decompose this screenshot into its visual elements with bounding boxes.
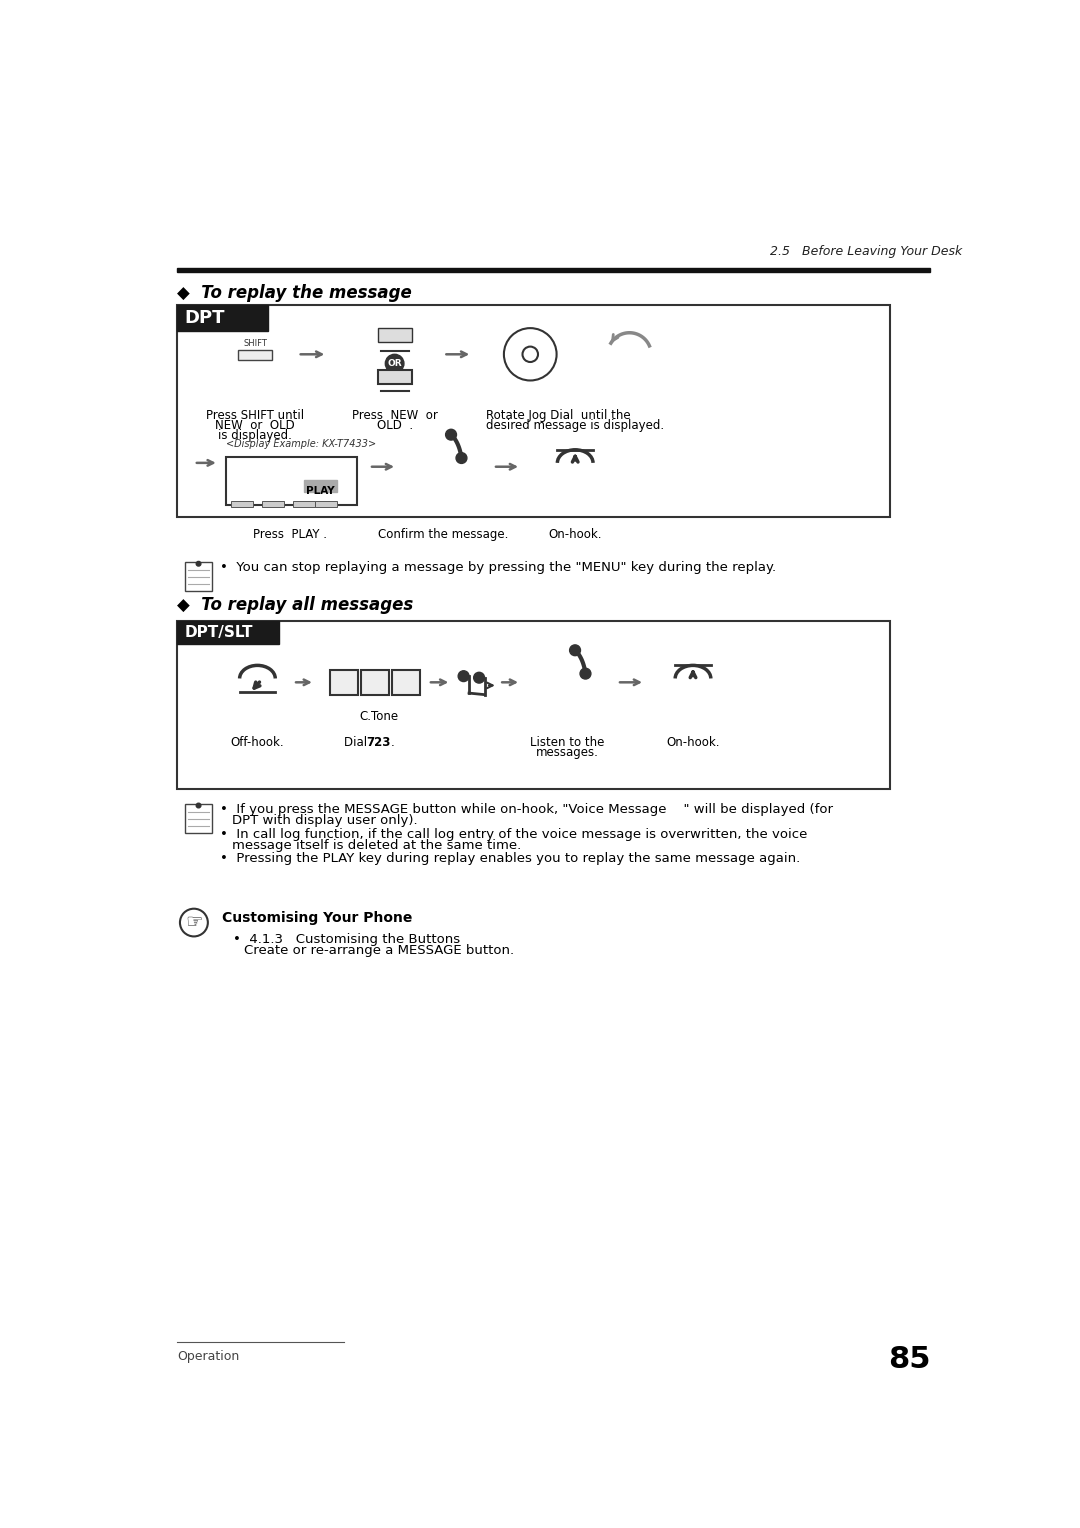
- Bar: [177, 267, 930, 272]
- Circle shape: [474, 672, 485, 683]
- Text: OLD  .: OLD .: [377, 419, 413, 432]
- Circle shape: [197, 561, 201, 565]
- Text: .: .: [391, 736, 394, 749]
- Text: Press  PLAY .: Press PLAY .: [253, 529, 327, 541]
- Text: OR: OR: [388, 359, 402, 368]
- Bar: [303, 480, 337, 492]
- Text: NEW  or  OLD: NEW or OLD: [215, 419, 295, 432]
- Text: DPT with display user only).: DPT with display user only).: [232, 814, 418, 827]
- Bar: [177, 306, 268, 332]
- Bar: [186, 804, 212, 833]
- Bar: [362, 669, 389, 695]
- Text: On-hook.: On-hook.: [666, 736, 719, 749]
- Text: Dial: Dial: [345, 736, 372, 749]
- Bar: [177, 620, 279, 643]
- Text: •  If you press the MESSAGE button while on-hook, "Voice Message    " will be di: • If you press the MESSAGE button while …: [220, 804, 834, 816]
- Circle shape: [197, 804, 201, 808]
- Text: On-hook.: On-hook.: [549, 529, 602, 541]
- Text: ◆  To replay all messages: ◆ To replay all messages: [177, 596, 414, 614]
- Text: 2.5   Before Leaving Your Desk: 2.5 Before Leaving Your Desk: [770, 244, 962, 258]
- Bar: [314, 501, 337, 507]
- Text: Rotate Jog Dial  until the: Rotate Jog Dial until the: [486, 410, 631, 422]
- Text: Operation: Operation: [177, 1349, 239, 1363]
- Text: NEW: NEW: [380, 332, 409, 341]
- Bar: [378, 329, 411, 342]
- Circle shape: [456, 452, 467, 463]
- Bar: [227, 457, 356, 506]
- Bar: [177, 620, 890, 788]
- Text: Create or re-arrange a MESSAGE button.: Create or re-arrange a MESSAGE button.: [243, 944, 514, 957]
- Text: 7: 7: [338, 674, 351, 691]
- Bar: [231, 501, 253, 507]
- Text: ◆  To replay the message: ◆ To replay the message: [177, 284, 411, 301]
- Text: ☞: ☞: [185, 914, 203, 932]
- Text: 2: 2: [369, 674, 381, 691]
- Bar: [238, 350, 272, 361]
- Text: Customising Your Phone: Customising Your Phone: [221, 911, 413, 924]
- Bar: [186, 562, 212, 591]
- Text: Press  NEW  or: Press NEW or: [352, 410, 437, 422]
- Text: is displayed.: is displayed.: [218, 429, 292, 442]
- Text: <Display Example: KX-T7433>: <Display Example: KX-T7433>: [227, 440, 377, 449]
- Bar: [293, 501, 314, 507]
- Text: 001: 0123456789012: 001: 0123456789012: [231, 461, 343, 471]
- Text: Confirm the message.: Confirm the message.: [378, 529, 509, 541]
- Text: DPT/SLT: DPT/SLT: [185, 625, 253, 640]
- Text: message itself is deleted at the same time.: message itself is deleted at the same ti…: [232, 839, 522, 851]
- Circle shape: [386, 354, 404, 373]
- Text: Off-hook.: Off-hook.: [231, 736, 284, 749]
- Text: Listen to the: Listen to the: [530, 736, 605, 749]
- Text: •  In call log function, if the call log entry of the voice message is overwritt: • In call log function, if the call log …: [220, 828, 808, 840]
- Text: PLAY: PLAY: [306, 486, 335, 497]
- Circle shape: [580, 668, 591, 678]
- Circle shape: [180, 909, 207, 937]
- Text: •  Pressing the PLAY key during replay enables you to replay the same message ag: • Pressing the PLAY key during replay en…: [220, 853, 800, 865]
- Text: 85: 85: [888, 1345, 930, 1374]
- Bar: [262, 501, 284, 507]
- Text: 3: 3: [400, 674, 413, 691]
- Text: INFO   DEL: INFO DEL: [231, 477, 286, 487]
- Text: C.Tone: C.Tone: [360, 711, 399, 723]
- Bar: [378, 370, 411, 384]
- Text: OLD: OLD: [382, 373, 407, 382]
- Text: Press SHIFT until: Press SHIFT until: [206, 410, 305, 422]
- Circle shape: [523, 347, 538, 362]
- Text: messages.: messages.: [536, 746, 599, 759]
- Text: •  4.1.3   Customising the Buttons: • 4.1.3 Customising the Buttons: [232, 934, 460, 946]
- Bar: [330, 669, 359, 695]
- Circle shape: [446, 429, 457, 440]
- Bar: [177, 306, 890, 516]
- Circle shape: [569, 645, 580, 656]
- Text: DPT: DPT: [185, 309, 225, 327]
- Circle shape: [458, 671, 469, 681]
- Circle shape: [504, 329, 556, 380]
- Text: 723: 723: [366, 736, 390, 749]
- Text: SHIFT: SHIFT: [243, 339, 267, 348]
- Text: desired message is displayed.: desired message is displayed.: [486, 419, 664, 432]
- Bar: [392, 669, 420, 695]
- Text: •  You can stop replaying a message by pressing the "MENU" key during the replay: • You can stop replaying a message by pr…: [220, 561, 777, 573]
